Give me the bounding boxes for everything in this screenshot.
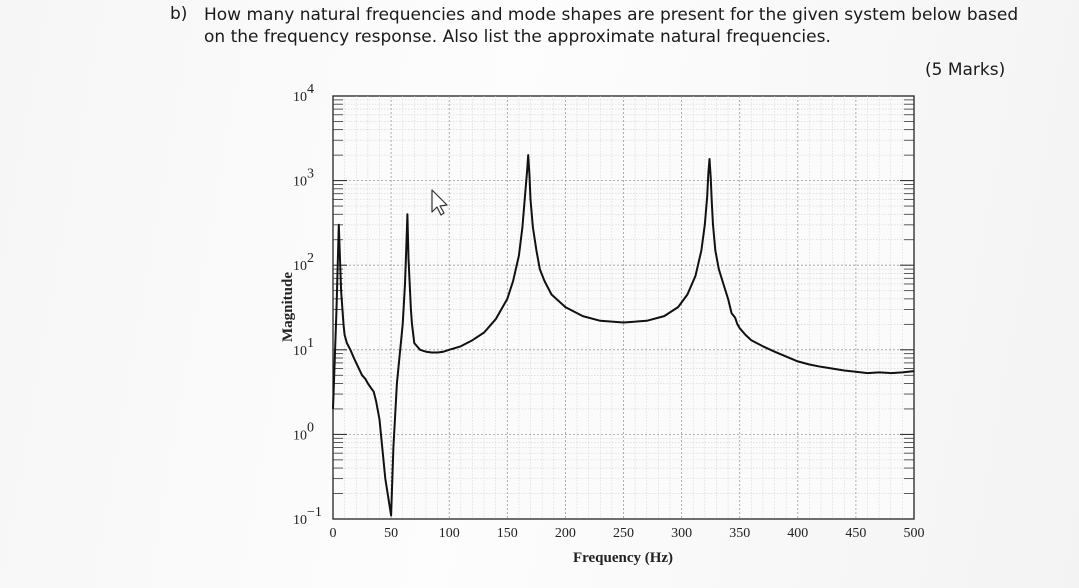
question-text: How many natural frequencies and mode sh…: [204, 4, 1024, 48]
x-tick-label: 400: [787, 526, 808, 541]
y-tick-base: 10: [293, 344, 307, 359]
x-axis-title: Frequency (Hz): [573, 550, 673, 566]
marks-label: (5 Marks): [925, 60, 1006, 80]
y-tick-exponent: −1: [307, 505, 322, 520]
y-tick-exponent: 1: [307, 336, 314, 351]
question-line-2: on the frequency response. Also list the…: [204, 27, 831, 47]
y-tick-base: 10: [293, 428, 307, 443]
x-tick-label: 0: [330, 526, 337, 541]
y-tick-label: 100: [293, 420, 314, 443]
y-axis-title: Magnitude: [280, 272, 296, 342]
y-tick-exponent: 0: [307, 420, 314, 435]
x-tick-label: 150: [497, 526, 518, 541]
mouse-cursor-icon: [431, 189, 448, 216]
x-tick-label: 200: [555, 526, 576, 541]
y-tick-label: 10−1: [293, 505, 322, 528]
y-tick-label: 101: [293, 336, 314, 359]
question-line-1: How many natural frequencies and mode sh…: [204, 5, 1019, 25]
y-tick-label: 104: [293, 82, 314, 105]
major-grid: [333, 96, 914, 519]
x-tick-label: 50: [384, 526, 398, 541]
x-tick-label: 300: [671, 526, 692, 541]
series-line-magnitude: [332, 154, 915, 517]
y-tick-base: 10: [293, 90, 307, 105]
y-tick-base: 10: [293, 513, 307, 528]
y-tick-exponent: 3: [307, 167, 314, 182]
x-tick-labels: 0 50 100 150 200 250 300 350 400 450 500: [330, 526, 925, 541]
x-tick-label: 500: [904, 526, 925, 541]
y-tick-base: 10: [293, 175, 307, 190]
x-tick-label: 450: [845, 526, 866, 541]
question-label: b): [170, 4, 188, 24]
y-tick-label: 103: [293, 167, 314, 190]
y-tick-exponent: 2: [307, 251, 314, 266]
y-tick-base: 10: [293, 259, 307, 274]
x-tick-label: 100: [439, 526, 460, 541]
x-tick-label: 250: [613, 526, 634, 541]
x-tick-label: 350: [729, 526, 750, 541]
y-tick-label: 102: [293, 251, 314, 274]
y-tick-exponent: 4: [307, 82, 314, 97]
plot-area: [332, 95, 915, 520]
